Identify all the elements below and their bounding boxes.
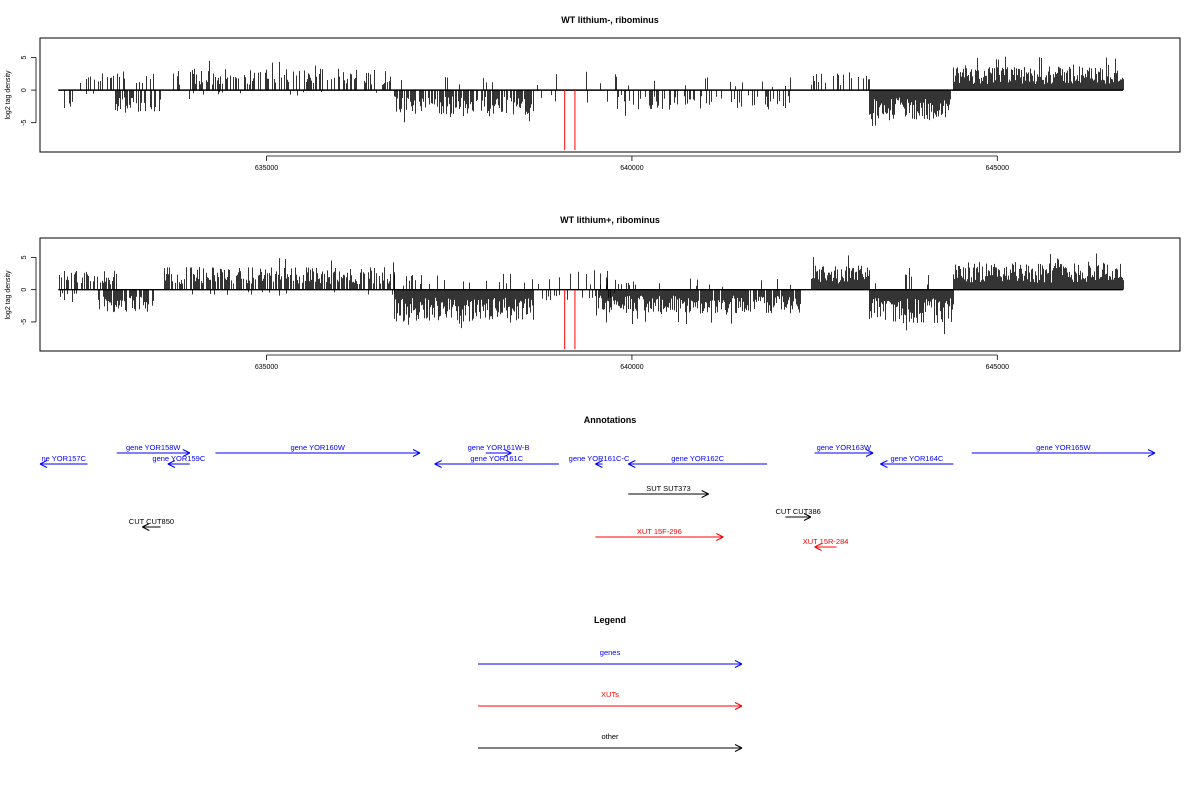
x-axis: 635000 640000 645000 (255, 354, 1009, 371)
panel-title: WT lithium-, ribominus (561, 15, 659, 25)
feature-arrow (434, 460, 559, 468)
y-tick-label: 0 (21, 88, 28, 92)
x-tick-label: 645000 (986, 165, 1009, 172)
feature-label: XUT 15R-284 (803, 537, 849, 546)
y-axis: -5 0 5 (21, 55, 37, 126)
y-axis: -5 0 5 (21, 255, 37, 325)
feature-arrow (880, 460, 954, 468)
y-tick-label: 5 (21, 55, 28, 59)
legend-arrow (478, 660, 743, 668)
feature-arrow (785, 513, 812, 521)
feature-arrow (167, 460, 190, 468)
feature-label: gene YOR158W (126, 443, 181, 452)
feature-label: gene YOR159C (152, 454, 205, 463)
legend-arrow (478, 702, 743, 710)
feature-label: gene YOR165W (1036, 443, 1091, 452)
x-tick-label: 635000 (255, 364, 278, 371)
x-tick-label: 645000 (986, 364, 1009, 371)
feature-label: gene YOR164C (891, 454, 944, 463)
track-panel-lithium-plus: WT lithium+, ribominus -5 0 5 635000 640000… (5, 215, 1181, 371)
feature-label: gene YOR161C (470, 454, 523, 463)
x-axis: 635000 640000 645000 (255, 155, 1009, 172)
feature-label: ne YOR157C (42, 454, 87, 463)
coverage-bars (64, 56, 1124, 127)
feature-label: gene YOR161C-C (569, 454, 630, 463)
feature-label: gene YOR163W (817, 443, 872, 452)
x-tick-label: 640000 (620, 165, 643, 172)
panel-title: WT lithium+, ribominus (560, 215, 660, 225)
feature-label: SUT SUT373 (646, 484, 690, 493)
legend-label: genes (600, 648, 621, 657)
plot-frame (39, 37, 1181, 153)
legend-title: Legend (594, 615, 626, 625)
annotation-features: ne YOR157C gene YOR158W gene YOR159C gene Y… (39, 443, 1156, 551)
feature-arrow (116, 449, 191, 457)
feature-label: CUT CUT386 (776, 507, 821, 516)
legend-entries: genes XUTs other (478, 648, 743, 752)
y-tick-label: -5 (21, 319, 28, 325)
feature-arrow (595, 460, 603, 468)
y-tick-label: 0 (21, 288, 28, 292)
legend-label: other (601, 732, 619, 741)
feature-label: XUT 15F-296 (637, 527, 682, 536)
track-panel-lithium-minus: WT lithium-, ribominus -5 0 5 635000 640000… (5, 15, 1181, 172)
feature-arrow (971, 449, 1156, 457)
feature-arrow (814, 543, 837, 551)
feature-label: gene YOR161W-B (468, 443, 530, 452)
marker-lines (564, 289, 576, 350)
x-tick-label: 640000 (620, 364, 643, 371)
feature-arrow (142, 523, 161, 531)
feature-label: gene YOR162C (671, 454, 724, 463)
y-axis-label: log2 tag density (5, 270, 12, 320)
annotations-panel: Annotations ne YOR157C gene YOR158W gene Y… (39, 415, 1156, 551)
feature-arrow (215, 449, 421, 457)
feature-arrow (39, 460, 88, 468)
y-axis-label: log2 tag density (5, 70, 12, 120)
feature-arrow (485, 449, 512, 457)
feature-arrow (628, 460, 768, 468)
marker-lines (564, 90, 576, 151)
feature-arrow (628, 490, 709, 498)
y-tick-label: 5 (21, 255, 28, 259)
y-tick-label: -5 (21, 119, 28, 125)
legend: Legend genes XUTs other (478, 615, 743, 752)
coverage-bars (59, 253, 1124, 335)
legend-label: XUTs (601, 690, 619, 699)
legend-arrow (478, 744, 743, 752)
annotations-title: Annotations (584, 415, 637, 425)
x-tick-label: 635000 (255, 165, 278, 172)
feature-label: CUT CUT850 (129, 517, 174, 526)
feature-label: gene YOR160W (290, 443, 345, 452)
feature-arrow (595, 533, 724, 541)
plot-frame (39, 237, 1181, 352)
feature-arrow (814, 449, 874, 457)
